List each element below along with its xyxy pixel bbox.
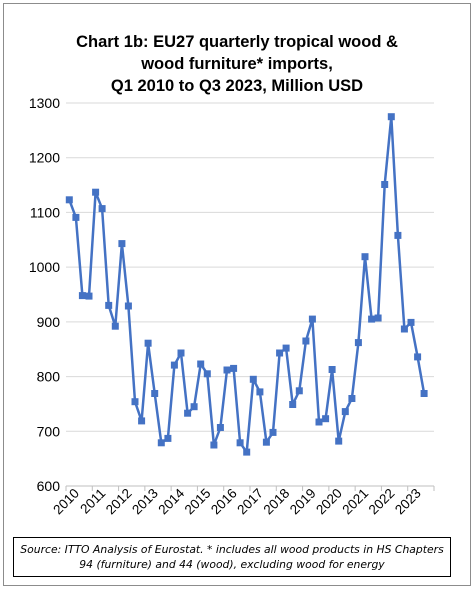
x-tick-label-2016: 2016 [208,486,240,518]
data-point [249,375,257,383]
data-point [124,302,132,310]
data-point [289,401,297,408]
y-tick-label-1300: 1300 [29,95,60,111]
data-point [407,318,415,326]
source-note: Source: ITTO Analysis of Eurostat. * inc… [13,537,451,577]
data-point [157,439,165,447]
data-point [243,448,251,456]
data-point [144,339,152,347]
y-tick-label-800: 800 [37,369,61,385]
data-point [262,438,270,446]
data-point [414,353,422,361]
data-point [197,360,205,368]
data-point [85,292,93,300]
x-tick-label-2020: 2020 [313,486,345,518]
data-point [420,390,428,397]
y-tick-label-600: 600 [37,478,61,494]
data-point [65,196,73,204]
data-point [111,322,119,330]
x-tick-label-2014: 2014 [155,485,187,517]
data-point [315,418,323,426]
y-tick-label-1000: 1000 [29,259,60,275]
data-point [164,434,172,442]
source-note-line-2: 94 (furniture) and 44 (wood), excluding … [79,558,385,571]
data-point [216,424,224,431]
data-point [381,181,389,188]
data-point [223,366,231,374]
gridlines [66,102,434,432]
data-point [328,366,336,373]
data-point [341,408,349,416]
data-point [361,253,369,261]
y-tick-label-700: 700 [37,423,61,439]
data-point [374,314,382,322]
x-tick-label-2012: 2012 [103,486,135,518]
chart-title-line-2: wood furniture* imports, [141,55,333,73]
data-point [282,344,290,352]
data-point [190,403,198,411]
x-tick-label-2015: 2015 [182,486,214,518]
data-point [92,188,100,196]
data-point [151,390,159,397]
data-point [98,205,106,213]
x-tick-label-2022: 2022 [366,486,398,518]
y-tick-label-900: 900 [37,314,61,330]
data-point [400,325,408,333]
data-point [131,398,139,406]
data-point [308,315,316,323]
data-point [105,301,113,309]
x-axis-tick-labels: 2010201120122013201420152016201720182019… [50,485,424,517]
data-point [302,337,310,345]
data-point [394,231,402,239]
data-point [387,113,395,121]
data-point [335,437,343,445]
x-tick-label-2018: 2018 [261,486,293,518]
x-tick-label-2017: 2017 [234,486,266,518]
data-point [78,292,86,300]
x-tick-label-2021: 2021 [339,486,371,518]
data-point [368,315,376,323]
x-tick-label-2019: 2019 [287,486,319,518]
series-imports [65,113,428,456]
data-point [210,441,218,449]
chart-title-line-3: Q1 2010 to Q3 2023, Million USD [110,77,364,95]
chart-title-line-1: Chart 1b: EU27 quarterly tropical wood & [76,33,398,51]
x-tick-label-2023: 2023 [392,486,424,518]
y-axis-tick-labels: 600 700 800 900 1000 1100 1200 1300 [29,95,60,494]
x-axis [65,485,435,491]
data-point [72,213,80,221]
data-point [269,428,277,436]
data-point [236,439,244,447]
y-tick-label-1100: 1100 [30,204,60,220]
data-point [118,240,126,248]
x-tick-label-2011: 2011 [77,486,108,517]
chart-title: Chart 1b: EU27 quarterly tropical wood &… [4,31,470,97]
data-point [184,409,192,417]
series-line [68,115,426,454]
data-point [276,349,284,357]
data-point [348,395,356,402]
data-point [256,388,264,396]
data-point [170,361,178,369]
y-tick-label-1200: 1200 [29,150,60,166]
data-point [230,364,238,372]
x-tick-label-2013: 2013 [129,486,161,518]
data-point [295,387,303,395]
source-note-line-1: Source: ITTO Analysis of Eurostat. * inc… [20,543,444,556]
data-point [177,349,185,357]
data-point [138,417,146,425]
data-point [354,339,362,347]
data-point [322,415,330,423]
data-point [203,370,211,378]
